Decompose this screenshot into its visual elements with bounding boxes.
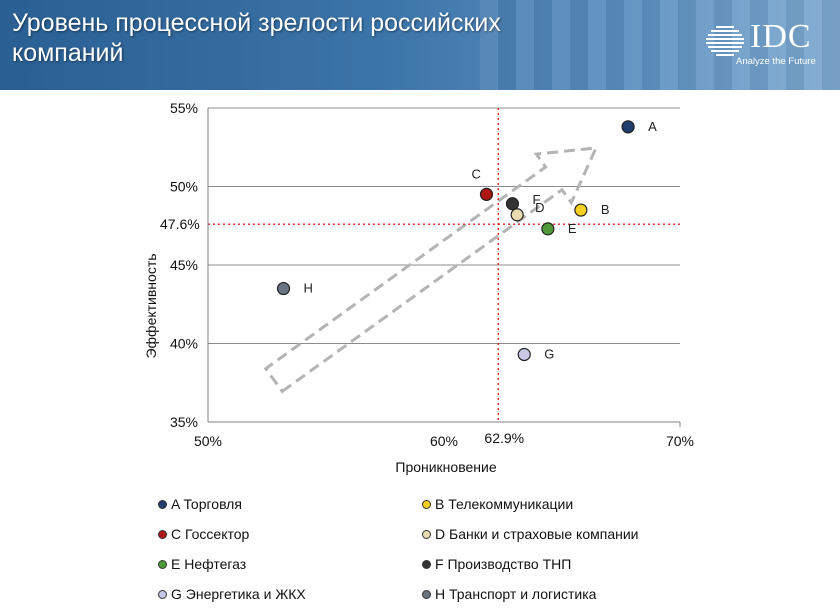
data-points: A B C D E F G H bbox=[276, 119, 657, 362]
y-tick-label: 55% bbox=[170, 100, 198, 116]
logo-tagline: Analyze the Future bbox=[736, 56, 816, 67]
legend-item: A Торговля bbox=[158, 496, 242, 512]
point-label-d: D bbox=[535, 200, 544, 215]
page-title-line-1: Уровень процессной зрелости российских bbox=[12, 9, 501, 37]
data-point-d bbox=[510, 208, 524, 222]
y-tick-label: 50% bbox=[170, 179, 198, 195]
legend-label: E Нефтегаз bbox=[171, 556, 247, 572]
data-point-a bbox=[621, 120, 635, 134]
legend-marker bbox=[158, 589, 167, 599]
legend-marker bbox=[158, 559, 167, 569]
legend-label: F Производство ТНП bbox=[435, 556, 572, 572]
legend-item: B Телекоммуникации bbox=[422, 496, 573, 512]
x-tick-label: 50% bbox=[194, 433, 222, 449]
point-label-e: E bbox=[568, 221, 577, 236]
data-point-f bbox=[505, 197, 520, 211]
point-label-g: G bbox=[544, 346, 554, 361]
data-point-e bbox=[541, 222, 555, 236]
x-tick-label: 60% bbox=[430, 433, 458, 449]
page-title-line-2: компаний bbox=[12, 39, 124, 67]
legend: A Торговля B Телекоммуникации C Госсектор D… bbox=[158, 496, 758, 612]
y-axis-label: Эффективность bbox=[143, 253, 159, 358]
legend-item: D Банки и страховые компании bbox=[422, 526, 638, 542]
legend-item: F Производство ТНП bbox=[422, 556, 571, 572]
point-label-b: B bbox=[601, 202, 610, 217]
legend-item: H Транспорт и логистика bbox=[422, 586, 596, 602]
y-tick-label: 45% bbox=[170, 257, 198, 273]
legend-item: E Нефтегаз bbox=[158, 556, 246, 572]
point-label-h: H bbox=[304, 281, 313, 296]
legend-label: B Телекоммуникации bbox=[435, 496, 574, 512]
data-point-c bbox=[479, 187, 494, 201]
tick-labels: 62.9% 47.6% 35% 40% 45% 50% 55% 50% 60% 70% bbox=[160, 100, 694, 449]
header-background-pattern bbox=[480, 0, 840, 90]
legend-label: G Энергетика и ЖКХ bbox=[171, 586, 306, 602]
header-banner: Уровень процессной зрелости российских к… bbox=[0, 0, 840, 90]
data-point-g bbox=[517, 347, 531, 362]
legend-item: G Энергетика и ЖКХ bbox=[158, 586, 306, 602]
legend-item: C Госсектор bbox=[158, 526, 249, 542]
trend-arrow-outline bbox=[263, 146, 599, 394]
x-tick-label: 70% bbox=[666, 433, 694, 449]
ref-label-x: 62.9% bbox=[484, 430, 524, 446]
page-title: Уровень процессной зрелости российских к… bbox=[12, 8, 632, 68]
axes bbox=[207, 108, 681, 427]
trend-arrow bbox=[263, 146, 599, 394]
y-tick-label: 35% bbox=[170, 414, 198, 430]
globe-icon bbox=[706, 26, 744, 56]
legend-label: A Торговля bbox=[171, 496, 242, 512]
legend-label: C Госсектор bbox=[171, 526, 250, 542]
grid-lines bbox=[208, 107, 680, 344]
y-tick-label: 40% bbox=[170, 336, 198, 352]
logo-text: IDC bbox=[750, 18, 812, 55]
legend-marker bbox=[422, 499, 431, 509]
point-label-f: F bbox=[532, 192, 540, 207]
legend-label: D Банки и страховые компании bbox=[435, 526, 639, 542]
point-label-a: A bbox=[648, 119, 657, 134]
idc-logo: IDC Analyze the Future bbox=[704, 18, 832, 68]
point-label-c: C bbox=[471, 166, 480, 181]
legend-marker bbox=[422, 529, 431, 539]
legend-marker bbox=[422, 559, 431, 569]
reference-lines bbox=[208, 108, 680, 422]
x-axis-label: Проникновение bbox=[395, 459, 496, 475]
ref-label-y: 47.6% bbox=[160, 216, 200, 232]
legend-marker bbox=[158, 529, 167, 539]
data-point-h bbox=[276, 281, 291, 296]
legend-marker bbox=[158, 499, 167, 509]
scatter-chart: 62.9% 47.6% 35% 40% 45% 50% 55% 50% 60% 70% A B C D E… bbox=[143, 100, 694, 475]
data-point-b bbox=[574, 203, 588, 217]
legend-marker bbox=[422, 589, 431, 599]
legend-label: H Транспорт и логистика bbox=[435, 586, 597, 602]
